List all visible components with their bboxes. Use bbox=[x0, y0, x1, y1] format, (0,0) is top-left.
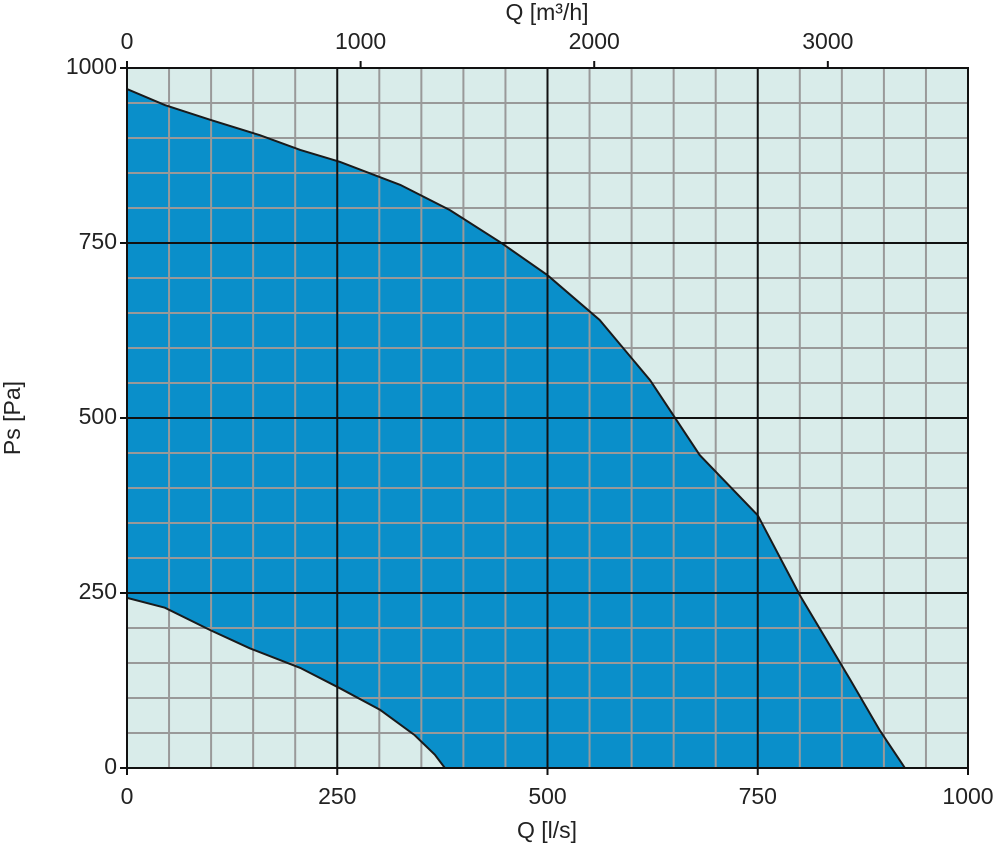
x-tick-label: 500 bbox=[528, 783, 566, 809]
x2-tick-label: 2000 bbox=[569, 28, 620, 54]
y-tick-label: 0 bbox=[104, 753, 117, 779]
plot-frame bbox=[126, 67, 969, 769]
x-tick-label: 250 bbox=[318, 783, 356, 809]
x2-tick-label: 0 bbox=[121, 28, 134, 54]
y-tick-label: 500 bbox=[79, 403, 117, 429]
curve-line bbox=[126, 596, 446, 769]
x-tick-label: 1000 bbox=[942, 783, 993, 809]
x-axis-label: Q [l/s] bbox=[517, 817, 577, 843]
x-tick-label: 0 bbox=[121, 783, 134, 809]
y-tick-label: 1000 bbox=[66, 53, 117, 79]
curve-line bbox=[126, 88, 906, 769]
area-cutout bbox=[127, 597, 445, 768]
y-axis-label: Ps [Pa] bbox=[0, 381, 25, 455]
x2-axis-label: Q [m³/h] bbox=[505, 0, 588, 25]
x2-tick-label: 3000 bbox=[802, 28, 853, 54]
y-tick-label: 250 bbox=[79, 578, 117, 604]
x-tick-label: 750 bbox=[739, 783, 777, 809]
y-tick-label: 750 bbox=[79, 228, 117, 254]
operating-area bbox=[127, 89, 905, 768]
x2-tick-label: 1000 bbox=[335, 28, 386, 54]
